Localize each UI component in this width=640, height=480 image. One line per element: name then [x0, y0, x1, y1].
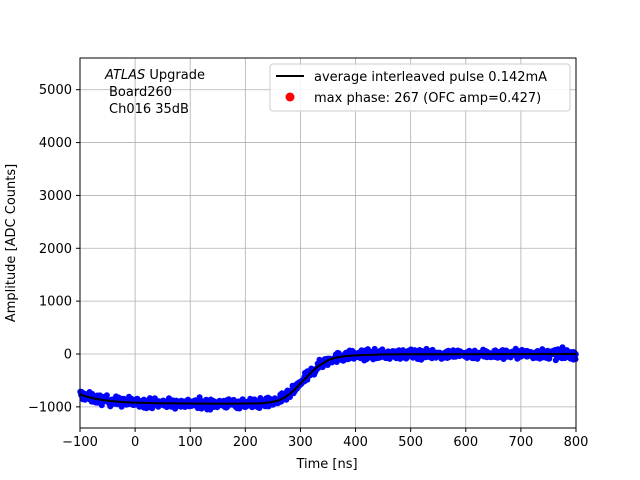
x-tick-label: 300: [288, 435, 313, 450]
legend-frame: [269, 63, 571, 112]
x-tick-label: 0: [131, 435, 139, 450]
y-tick-label: −1000: [28, 400, 72, 415]
plot-frame: [79, 57, 577, 429]
atlas-annotation: ATLAS Upgrade: [104, 68, 205, 83]
y-tick-label: 1000: [39, 295, 72, 310]
annotation-upright: Upgrade: [145, 68, 205, 83]
x-tick-label: −100: [62, 435, 98, 450]
legend-line-label: average interleaved pulse 0.142mA: [314, 70, 547, 85]
x-axis-label: Time [ns]: [295, 457, 357, 472]
x-tick-label: 700: [508, 435, 533, 450]
scatter-point: [103, 392, 110, 399]
annotation-italic: ATLAS: [104, 68, 145, 83]
x-tick-label: 600: [453, 435, 478, 450]
y-axis-label: Amplitude [ADC Counts]: [4, 164, 19, 322]
legend-marker-swatch: [285, 92, 295, 102]
x-tick-label: 500: [398, 435, 423, 450]
y-tick-label: 0: [64, 348, 72, 363]
average-pulse-line: [79, 353, 577, 405]
x-tick-label: 200: [233, 435, 258, 450]
y-tick-label: 2000: [39, 242, 72, 257]
x-tick-label: 400: [343, 435, 368, 450]
y-tick-label: 5000: [39, 83, 72, 98]
y-tick-label: 4000: [39, 136, 72, 151]
y-tick-label: 3000: [39, 189, 72, 204]
annotation-channel: Ch016 35dB: [109, 102, 189, 117]
x-tick-label: 800: [564, 435, 589, 450]
legend-marker-label: max phase: 267 (OFC amp=0.427): [314, 91, 541, 106]
axes: −100 0 100 200 300 400 500 600 700 800−1000010002…: [28, 57, 589, 450]
legend: average interleaved pulse 0.142mA max ph…: [269, 63, 571, 112]
annotation-board: Board260: [109, 85, 172, 100]
average-pulse-series: [79, 353, 577, 405]
x-tick-label: 100: [178, 435, 203, 450]
